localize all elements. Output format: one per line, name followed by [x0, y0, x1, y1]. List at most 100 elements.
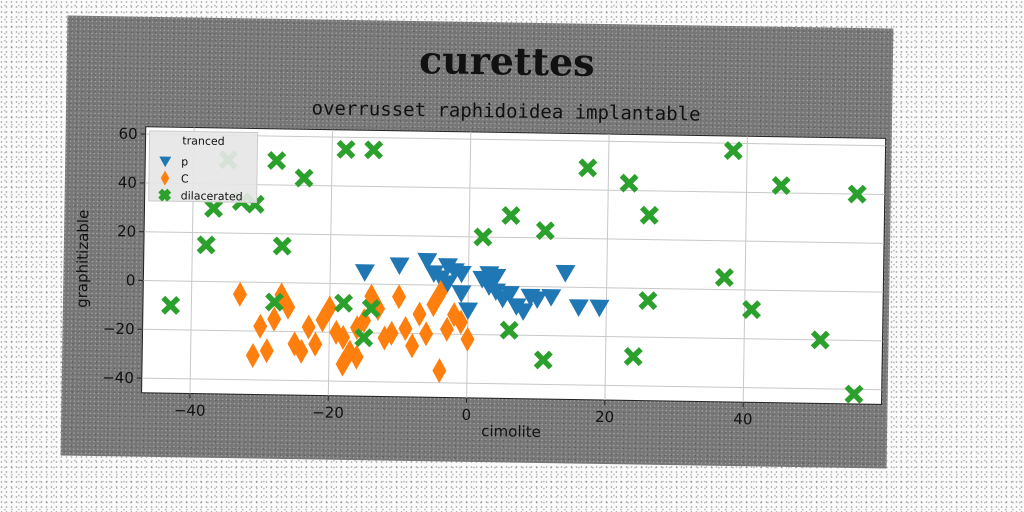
- data-point-dilacerated: [619, 173, 639, 193]
- y-axis-label: graphitizable: [73, 210, 93, 308]
- data-point-dilacerated: [844, 384, 864, 404]
- x-tick-label: 20: [595, 408, 614, 426]
- data-point-C: [245, 342, 260, 368]
- data-point-C: [349, 344, 364, 370]
- data-markers: [161, 139, 867, 404]
- data-point-dilacerated: [847, 184, 867, 204]
- x-axis-label: cimolite: [481, 422, 541, 441]
- data-point-p: [451, 285, 472, 303]
- y-tick-label: 0: [126, 271, 136, 289]
- data-point-p: [437, 275, 458, 293]
- x-grid-line: [327, 129, 333, 396]
- data-point-p: [589, 299, 610, 318]
- y-tick-label: 40: [118, 173, 137, 191]
- data-point-dilacerated: [272, 236, 292, 256]
- data-point-dilacerated: [473, 227, 493, 247]
- data-point-p: [354, 264, 375, 282]
- data-point-p: [555, 264, 576, 283]
- data-point-dilacerated: [294, 168, 314, 188]
- data-point-dilacerated: [354, 328, 374, 348]
- legend-box: [148, 130, 259, 204]
- data-point-dilacerated: [533, 350, 553, 370]
- data-point-p: [389, 257, 410, 276]
- data-point-dilacerated: [501, 205, 521, 226]
- data-point-C: [384, 320, 399, 346]
- data-point-p: [568, 299, 589, 317]
- data-point-dilacerated: [723, 141, 743, 161]
- data-point-C: [253, 313, 268, 339]
- data-point-C: [232, 281, 247, 307]
- x-tick-label: −20: [312, 403, 344, 421]
- data-point-dilacerated: [771, 176, 791, 196]
- data-point-dilacerated: [196, 235, 216, 255]
- data-point-C: [433, 280, 448, 305]
- data-point-C: [308, 331, 323, 357]
- legend-label: C: [181, 172, 189, 185]
- data-point-C: [419, 321, 434, 347]
- legend-marker-p: [159, 156, 172, 168]
- data-point-p: [486, 268, 507, 287]
- data-point-p: [527, 291, 548, 309]
- x-grid-line: [742, 136, 748, 403]
- y-grid-line: [145, 133, 886, 147]
- data-point-dilacerated: [336, 139, 356, 159]
- data-point-dilacerated: [364, 140, 384, 160]
- x-tick-label: −40: [174, 401, 206, 419]
- data-point-C: [447, 302, 462, 328]
- data-point-C: [267, 306, 282, 332]
- x-tick-label: 0: [461, 406, 471, 424]
- y-tick-label: 20: [117, 222, 136, 240]
- data-point-dilacerated: [810, 330, 830, 350]
- data-point-p: [541, 289, 562, 307]
- data-point-C: [342, 339, 357, 365]
- chart-title: curettes: [419, 37, 595, 85]
- scatter-chart: curettes overrusset raphidoidea implanta…: [73, 37, 887, 441]
- data-point-p: [417, 252, 438, 271]
- data-point-C: [294, 338, 309, 364]
- legend-marker-dilacerated: [158, 188, 172, 202]
- y-grid-line: [144, 231, 885, 244]
- y-tick-label: −40: [102, 368, 134, 386]
- data-point-dilacerated: [361, 298, 381, 319]
- x-tick-label: 40: [733, 410, 752, 428]
- x-grid-line: [466, 131, 472, 398]
- data-point-C: [392, 284, 407, 310]
- data-point-dilacerated: [499, 320, 519, 340]
- data-point-dilacerated: [161, 295, 181, 315]
- figure-panel: curettes overrusset raphidoidea implanta…: [60, 15, 894, 469]
- data-point-C: [301, 314, 316, 340]
- data-point-C: [405, 333, 420, 359]
- legend-label: dilacerated: [181, 189, 243, 203]
- data-point-C: [322, 295, 337, 321]
- y-grid-line: [144, 182, 885, 196]
- data-point-C: [398, 316, 413, 342]
- data-point-C: [439, 316, 454, 342]
- data-point-C: [432, 358, 447, 384]
- axis-ticks: −40 −20 0 20 40 −40 −20 0 20 40 60: [102, 125, 753, 429]
- data-point-C: [281, 294, 296, 320]
- legend-marker-C: [160, 170, 170, 186]
- data-point-p: [451, 265, 472, 284]
- data-point-dilacerated: [638, 291, 658, 311]
- data-point-dilacerated: [714, 267, 734, 287]
- data-point-C: [329, 319, 344, 345]
- data-point-dilacerated: [742, 300, 762, 320]
- y-grid-line: [141, 377, 882, 391]
- x-grid-line: [604, 134, 610, 401]
- legend-label: p: [181, 155, 188, 168]
- data-point-C: [287, 331, 302, 357]
- data-point-dilacerated: [623, 347, 643, 367]
- y-tick-label: −20: [103, 320, 135, 338]
- data-point-C: [336, 324, 351, 350]
- data-point-p: [499, 285, 520, 304]
- data-point-C: [453, 309, 468, 335]
- data-point-p: [458, 302, 479, 321]
- legend-title: tranced: [182, 134, 225, 148]
- chart-subtitle: overrusset raphidoidea implantable: [311, 97, 700, 125]
- data-point-C: [259, 338, 274, 364]
- data-point-p: [513, 303, 534, 321]
- data-point-dilacerated: [578, 158, 598, 178]
- data-point-C: [460, 326, 475, 352]
- data-point-dilacerated: [535, 221, 555, 241]
